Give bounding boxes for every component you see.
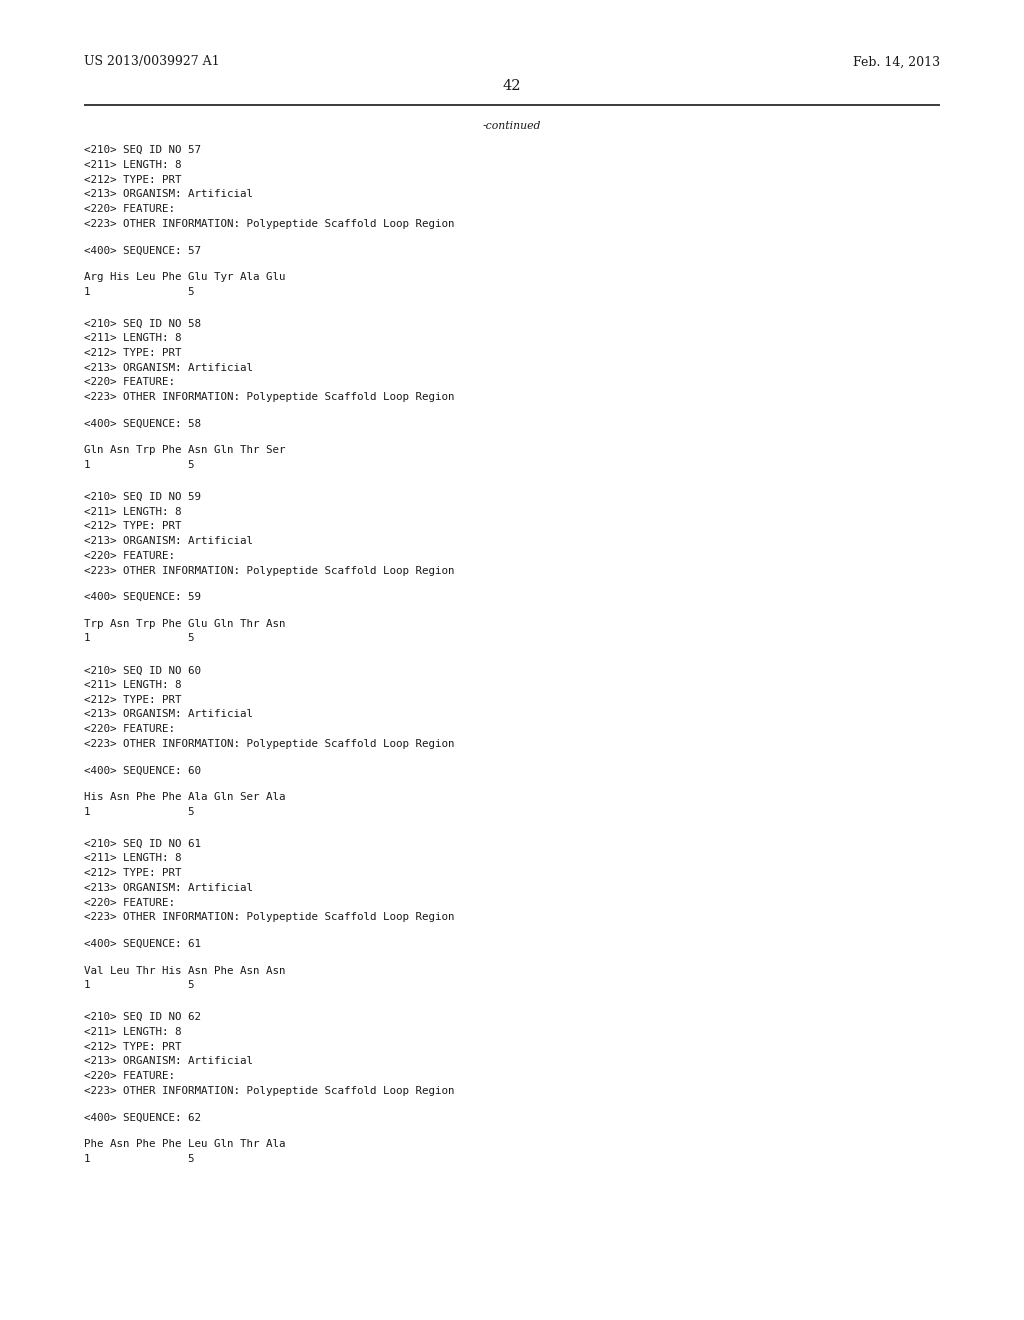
Text: <223> OTHER INFORMATION: Polypeptide Scaffold Loop Region: <223> OTHER INFORMATION: Polypeptide Sca…	[84, 739, 455, 748]
Text: <220> FEATURE:: <220> FEATURE:	[84, 1071, 175, 1081]
Text: <213> ORGANISM: Artificial: <213> ORGANISM: Artificial	[84, 363, 253, 372]
Text: US 2013/0039927 A1: US 2013/0039927 A1	[84, 55, 219, 69]
Text: <213> ORGANISM: Artificial: <213> ORGANISM: Artificial	[84, 709, 253, 719]
Text: <220> FEATURE:: <220> FEATURE:	[84, 378, 175, 388]
Text: <400> SEQUENCE: 57: <400> SEQUENCE: 57	[84, 246, 201, 255]
Text: Feb. 14, 2013: Feb. 14, 2013	[853, 55, 940, 69]
Text: <220> FEATURE:: <220> FEATURE:	[84, 550, 175, 561]
Text: <210> SEQ ID NO 60: <210> SEQ ID NO 60	[84, 665, 201, 676]
Text: <223> OTHER INFORMATION: Polypeptide Scaffold Loop Region: <223> OTHER INFORMATION: Polypeptide Sca…	[84, 1085, 455, 1096]
Text: His Asn Phe Phe Ala Gln Ser Ala: His Asn Phe Phe Ala Gln Ser Ala	[84, 792, 286, 803]
Text: <213> ORGANISM: Artificial: <213> ORGANISM: Artificial	[84, 189, 253, 199]
Text: 1               5: 1 5	[84, 981, 195, 990]
Text: <212> TYPE: PRT: <212> TYPE: PRT	[84, 521, 181, 532]
Text: <211> LENGTH: 8: <211> LENGTH: 8	[84, 854, 181, 863]
Text: <213> ORGANISM: Artificial: <213> ORGANISM: Artificial	[84, 1056, 253, 1067]
Text: <223> OTHER INFORMATION: Polypeptide Scaffold Loop Region: <223> OTHER INFORMATION: Polypeptide Sca…	[84, 912, 455, 923]
Text: Val Leu Thr His Asn Phe Asn Asn: Val Leu Thr His Asn Phe Asn Asn	[84, 965, 286, 975]
Text: <220> FEATURE:: <220> FEATURE:	[84, 898, 175, 908]
Text: Phe Asn Phe Phe Leu Gln Thr Ala: Phe Asn Phe Phe Leu Gln Thr Ala	[84, 1139, 286, 1148]
Text: <210> SEQ ID NO 58: <210> SEQ ID NO 58	[84, 318, 201, 329]
Text: <210> SEQ ID NO 57: <210> SEQ ID NO 57	[84, 145, 201, 156]
Text: <223> OTHER INFORMATION: Polypeptide Scaffold Loop Region: <223> OTHER INFORMATION: Polypeptide Sca…	[84, 219, 455, 228]
Text: Gln Asn Trp Phe Asn Gln Thr Ser: Gln Asn Trp Phe Asn Gln Thr Ser	[84, 445, 286, 455]
Text: <211> LENGTH: 8: <211> LENGTH: 8	[84, 680, 181, 690]
Text: <211> LENGTH: 8: <211> LENGTH: 8	[84, 1027, 181, 1036]
Text: <210> SEQ ID NO 62: <210> SEQ ID NO 62	[84, 1012, 201, 1022]
Text: -continued: -continued	[482, 121, 542, 132]
Text: <212> TYPE: PRT: <212> TYPE: PRT	[84, 694, 181, 705]
Text: 1               5: 1 5	[84, 461, 195, 470]
Text: <223> OTHER INFORMATION: Polypeptide Scaffold Loop Region: <223> OTHER INFORMATION: Polypeptide Sca…	[84, 565, 455, 576]
Text: <211> LENGTH: 8: <211> LENGTH: 8	[84, 160, 181, 170]
Text: <211> LENGTH: 8: <211> LENGTH: 8	[84, 507, 181, 516]
Text: 42: 42	[503, 79, 521, 94]
Text: 1               5: 1 5	[84, 634, 195, 643]
Text: Arg His Leu Phe Glu Tyr Ala Glu: Arg His Leu Phe Glu Tyr Ala Glu	[84, 272, 286, 282]
Text: <211> LENGTH: 8: <211> LENGTH: 8	[84, 333, 181, 343]
Text: <400> SEQUENCE: 59: <400> SEQUENCE: 59	[84, 593, 201, 602]
Text: <400> SEQUENCE: 62: <400> SEQUENCE: 62	[84, 1113, 201, 1122]
Text: <212> TYPE: PRT: <212> TYPE: PRT	[84, 348, 181, 358]
Text: Trp Asn Trp Phe Glu Gln Thr Asn: Trp Asn Trp Phe Glu Gln Thr Asn	[84, 619, 286, 628]
Text: <212> TYPE: PRT: <212> TYPE: PRT	[84, 1041, 181, 1052]
Text: <400> SEQUENCE: 58: <400> SEQUENCE: 58	[84, 418, 201, 429]
Text: <213> ORGANISM: Artificial: <213> ORGANISM: Artificial	[84, 536, 253, 546]
Text: 1               5: 1 5	[84, 807, 195, 817]
Text: 1               5: 1 5	[84, 1154, 195, 1164]
Text: <212> TYPE: PRT: <212> TYPE: PRT	[84, 869, 181, 878]
Text: 1               5: 1 5	[84, 286, 195, 297]
Text: <210> SEQ ID NO 61: <210> SEQ ID NO 61	[84, 838, 201, 849]
Text: <210> SEQ ID NO 59: <210> SEQ ID NO 59	[84, 492, 201, 502]
Text: <400> SEQUENCE: 60: <400> SEQUENCE: 60	[84, 766, 201, 776]
Text: <220> FEATURE:: <220> FEATURE:	[84, 725, 175, 734]
Text: <213> ORGANISM: Artificial: <213> ORGANISM: Artificial	[84, 883, 253, 892]
Text: <212> TYPE: PRT: <212> TYPE: PRT	[84, 174, 181, 185]
Text: <220> FEATURE:: <220> FEATURE:	[84, 205, 175, 214]
Text: <223> OTHER INFORMATION: Polypeptide Scaffold Loop Region: <223> OTHER INFORMATION: Polypeptide Sca…	[84, 392, 455, 403]
Text: <400> SEQUENCE: 61: <400> SEQUENCE: 61	[84, 939, 201, 949]
